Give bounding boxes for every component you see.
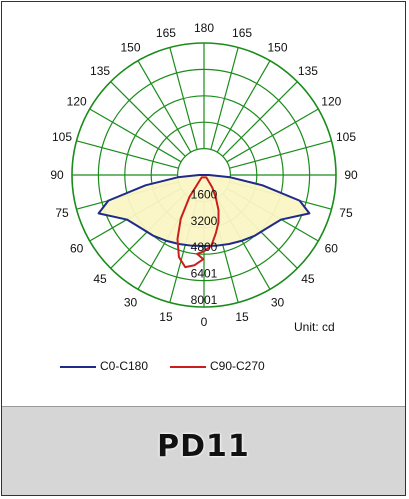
radial-tick-label: 6401 [191, 267, 218, 281]
footer-panel: PD11 [2, 406, 405, 495]
grid-spoke [76, 140, 179, 169]
angle-label: 45 [301, 272, 315, 286]
angle-label: 135 [90, 64, 110, 78]
grid-spoke [210, 47, 239, 150]
c0-c180-fill [98, 175, 310, 246]
angle-label: 180 [194, 21, 214, 35]
angle-label: 75 [339, 206, 353, 220]
angle-label: 120 [67, 95, 87, 109]
model-name: PD11 [157, 429, 250, 464]
angle-label: 75 [55, 206, 69, 220]
angle-label: 90 [50, 168, 64, 182]
grid-spoke [216, 60, 271, 153]
light-distribution-fill [98, 175, 310, 246]
angle-label: 135 [298, 64, 318, 78]
grid-spoke [169, 47, 198, 150]
legend-label-c0: C0-C180 [100, 359, 149, 373]
angle-label: 60 [70, 242, 84, 256]
angle-label: 30 [271, 295, 285, 309]
angle-label: 150 [120, 41, 140, 55]
angle-label: 165 [156, 26, 176, 40]
angle-label: 60 [325, 242, 339, 256]
series-c90-c270-line [176, 176, 220, 269]
series-layer [97, 174, 311, 269]
grid-spoke [226, 108, 319, 163]
grid-spoke [110, 81, 186, 157]
angle-label: 90 [344, 168, 358, 182]
radial-tick-label: 1600 [191, 187, 218, 201]
legend-swatch-c0 [60, 366, 96, 368]
series-c0-c180-line [97, 174, 311, 247]
legend-label-c90: C90-C270 [210, 359, 265, 373]
angle-label: 105 [52, 130, 72, 144]
angle-label: 30 [124, 295, 138, 309]
radial-tick-label: 4800 [191, 240, 218, 254]
radial-tick-label: 3200 [191, 214, 218, 228]
grid-spoke [229, 140, 332, 169]
angle-label: 165 [232, 26, 252, 40]
legend-swatch-c90 [170, 366, 206, 368]
angle-label: 105 [336, 130, 356, 144]
angle-label: 150 [267, 41, 287, 55]
radial-tick-label: 8001 [191, 293, 218, 307]
grid-spoke [89, 108, 182, 163]
angle-label: 120 [321, 95, 341, 109]
angle-label: 0 [201, 315, 208, 329]
angle-label: 45 [93, 272, 107, 286]
grid-spoke [222, 81, 298, 157]
angle-label: 15 [235, 310, 249, 324]
angle-label: 15 [159, 310, 173, 324]
unit-label: Unit: cd [294, 320, 335, 334]
grid-spoke [137, 60, 192, 153]
